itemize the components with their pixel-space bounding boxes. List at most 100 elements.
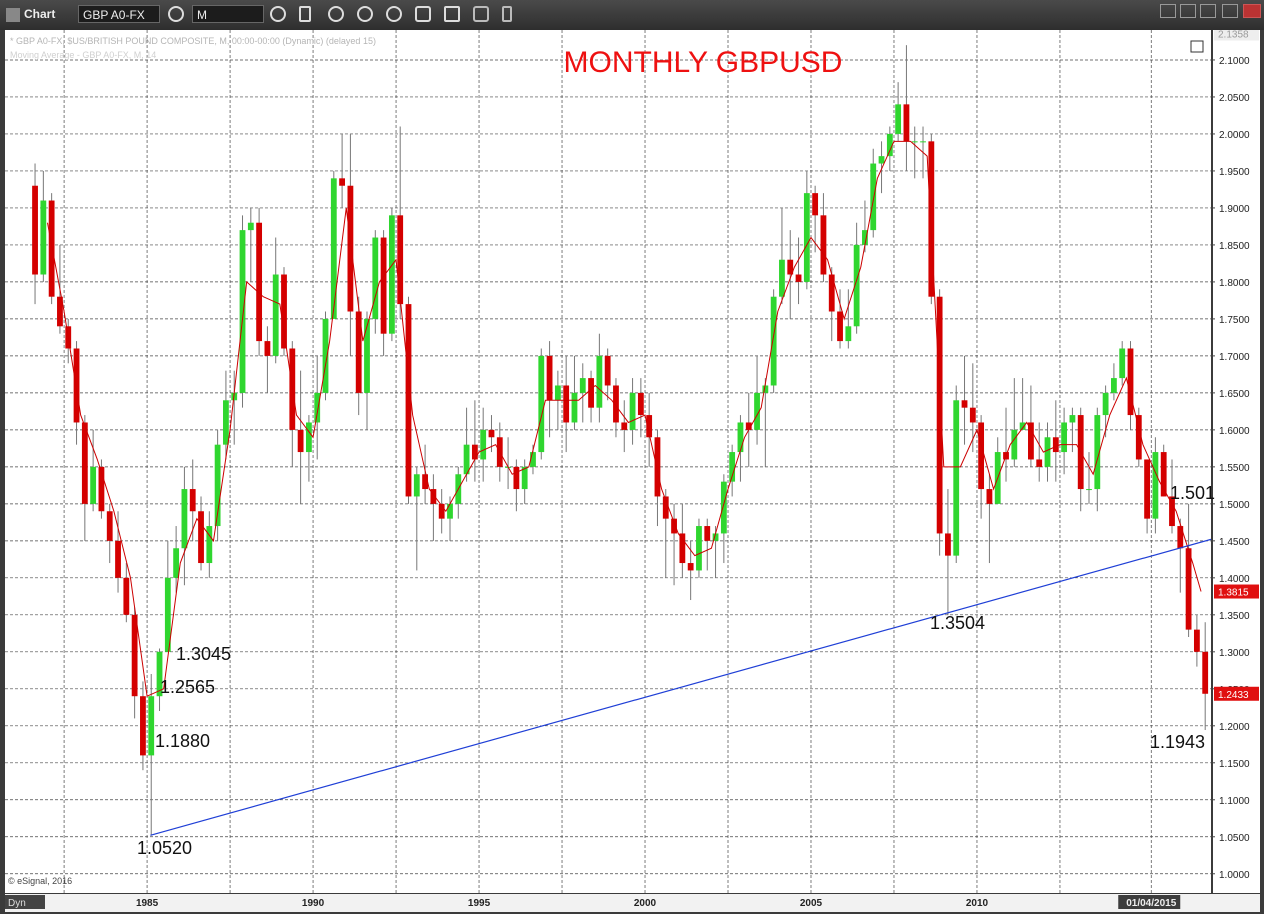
candle-body: [579, 378, 586, 393]
candle-body: [1069, 415, 1076, 423]
annotation: 1.3045: [176, 644, 231, 664]
candle-body: [886, 133, 893, 157]
candle-body: [969, 407, 976, 423]
y-tick-label: 2.0000: [1219, 130, 1250, 141]
candle-body: [1144, 459, 1151, 519]
chart-title: MONTHLY GBPUSD: [564, 46, 843, 79]
chart-icon: [6, 8, 20, 22]
candle-body: [1094, 415, 1101, 490]
toolbar-title: Chart: [24, 7, 56, 21]
restore-button[interactable]: [1222, 4, 1238, 18]
candle-body: [148, 696, 155, 756]
candle-body: [422, 474, 428, 490]
candle-body: [596, 355, 603, 408]
candle-body: [156, 651, 163, 697]
candle-body: [637, 392, 644, 416]
time-button[interactable]: [270, 6, 286, 22]
symbol-input[interactable]: GBP A0-FX: [78, 5, 160, 23]
y-tick-label: 1.5500: [1219, 463, 1250, 474]
candle-body: [189, 489, 196, 512]
candle-body: [73, 348, 80, 423]
chart-header: * GBP A0-FX, $US/BRITISH POUND COMPOSITE…: [10, 36, 376, 46]
candle-body: [140, 696, 146, 756]
link-button[interactable]: [168, 6, 184, 22]
y-tick-label: 1.1000: [1219, 796, 1250, 807]
x-tick-label: 01/04/2015: [1126, 898, 1176, 909]
x-tick-label: 2005: [800, 898, 823, 909]
candle-body: [463, 444, 470, 475]
minimize-button[interactable]: [1180, 4, 1196, 18]
close-button[interactable]: [1243, 4, 1261, 18]
facebook-button[interactable]: [502, 6, 512, 22]
candle-body: [430, 489, 437, 504]
candle-body: [679, 533, 686, 564]
help-button[interactable]: [1160, 4, 1176, 18]
grid: [5, 30, 1211, 893]
candle-body: [1044, 437, 1051, 467]
y-tick-label: 1.6500: [1219, 389, 1250, 400]
candle-body: [405, 304, 412, 497]
y-tick-label: 1.4500: [1219, 537, 1250, 548]
candle-body: [828, 274, 835, 312]
y-tick-label: 1.0500: [1219, 833, 1250, 844]
candle-body: [1086, 489, 1092, 491]
y-tick-label: 1.2000: [1219, 722, 1250, 733]
candle-body: [936, 296, 943, 534]
candle-body: [571, 392, 578, 423]
price-tag: [1214, 686, 1259, 701]
maximize-button[interactable]: [1200, 4, 1216, 18]
candle-body: [1061, 422, 1068, 453]
candle-body: [339, 178, 346, 186]
candle-body: [530, 452, 536, 467]
candle-body: [953, 400, 960, 556]
window-icon[interactable]: [1190, 40, 1204, 53]
candle-body: [1127, 348, 1134, 416]
comment-button[interactable]: [444, 6, 460, 22]
candle-body: [372, 237, 379, 319]
price-tag: [1214, 30, 1259, 41]
candle-body: [123, 577, 130, 615]
chart: * GBP A0-FX, $US/BRITISH POUND COMPOSITE…: [5, 30, 1260, 912]
annotation: 1.1880: [155, 731, 210, 751]
candle-body: [621, 422, 628, 430]
candle-body: [546, 355, 553, 401]
candle-body: [720, 481, 727, 534]
annotation: 1.3504: [930, 613, 985, 633]
interval-input[interactable]: M: [192, 5, 264, 23]
candle-body: [397, 215, 404, 305]
candle-body: [1160, 452, 1167, 497]
twitter-button[interactable]: [473, 6, 489, 22]
candle-body: [911, 141, 918, 143]
candle-body: [795, 274, 802, 282]
play-button[interactable]: [357, 6, 373, 22]
refresh-button[interactable]: [328, 6, 344, 22]
candle-body: [787, 259, 794, 275]
y-tick-label: 1.6000: [1219, 426, 1250, 437]
candle-body: [1135, 415, 1142, 460]
candle-body: [920, 141, 926, 143]
y-tick-label: 1.0000: [1219, 870, 1250, 881]
y-tick-label: 1.1500: [1219, 759, 1250, 770]
candle-body: [754, 392, 760, 430]
candle-body: [671, 518, 677, 534]
trendline: [150, 538, 1211, 836]
candle-body: [554, 385, 561, 401]
candle-body: [173, 548, 180, 578]
draw-button[interactable]: [299, 6, 311, 22]
mode-badge[interactable]: [5, 895, 45, 909]
candle-body: [272, 274, 279, 356]
candle-body: [488, 429, 495, 438]
candle-body: [820, 215, 827, 275]
candle-body: [779, 259, 785, 297]
tools-button[interactable]: [415, 6, 431, 22]
candle-body: [1169, 496, 1175, 527]
candle-body: [1152, 452, 1159, 519]
candle-body: [1177, 526, 1184, 549]
x-tick-label: 2000: [634, 898, 657, 909]
candle-body: [862, 230, 868, 245]
zoom-button[interactable]: [386, 6, 402, 22]
x-tick-label: 2010: [966, 898, 989, 909]
candle-body: [712, 533, 719, 541]
y-tick-label: 1.5000: [1219, 500, 1250, 511]
